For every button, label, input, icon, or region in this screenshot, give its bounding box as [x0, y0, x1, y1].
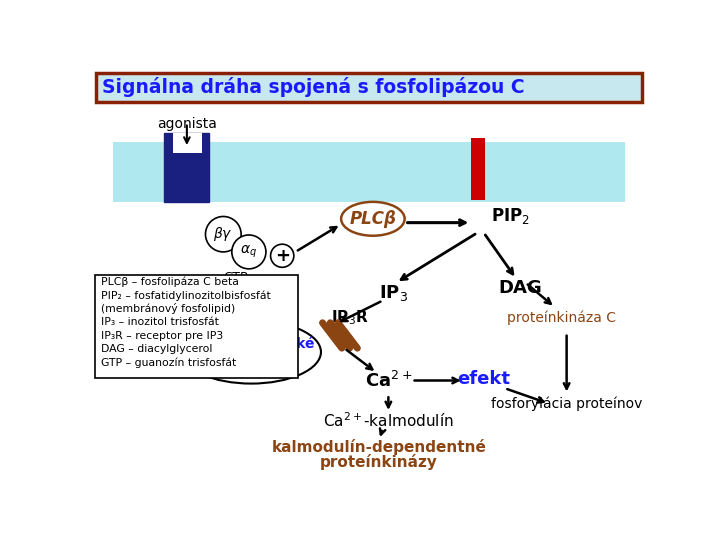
Text: kalmodulín-dependentné: kalmodulín-dependentné — [271, 440, 487, 456]
Text: proteínkináza C: proteínkináza C — [507, 310, 616, 325]
Text: fosforylácia proteínov: fosforylácia proteínov — [491, 396, 642, 411]
Text: DAG: DAG — [498, 279, 542, 297]
Text: GTP – guanozín trisfosfát: GTP – guanozín trisfosfát — [101, 357, 236, 368]
Text: efekt: efekt — [457, 370, 510, 388]
Text: agonista: agonista — [157, 117, 217, 131]
FancyBboxPatch shape — [94, 275, 297, 378]
Text: IP₃ – inozitol trisfosfát: IP₃ – inozitol trisfosfát — [101, 318, 219, 327]
Text: IP$_3$R: IP$_3$R — [330, 308, 369, 327]
Text: GTP: GTP — [223, 271, 248, 284]
Text: retikulum: retikulum — [211, 352, 287, 366]
Circle shape — [271, 244, 294, 267]
Text: $\beta\gamma$: $\beta\gamma$ — [213, 225, 233, 243]
FancyBboxPatch shape — [113, 142, 625, 202]
Text: PLCβ: PLCβ — [349, 210, 396, 228]
Text: DAG – diacylglycerol: DAG – diacylglycerol — [101, 345, 212, 354]
Text: Signálna dráha spojená s fosfolipázou C: Signálna dráha spojená s fosfolipázou C — [102, 77, 525, 97]
FancyBboxPatch shape — [164, 132, 210, 202]
Ellipse shape — [341, 202, 405, 236]
FancyBboxPatch shape — [173, 132, 202, 153]
Circle shape — [205, 217, 241, 252]
Text: $\alpha_q$: $\alpha_q$ — [240, 244, 257, 260]
Text: proteínkinázy: proteínkinázy — [320, 454, 438, 470]
Circle shape — [232, 235, 266, 269]
Text: (membránový fosfolipid): (membránový fosfolipid) — [101, 303, 235, 314]
Text: +: + — [275, 247, 289, 265]
Ellipse shape — [181, 320, 321, 383]
Text: IP₃R – receptor pre IP3: IP₃R – receptor pre IP3 — [101, 331, 223, 341]
Text: IP$_3$: IP$_3$ — [379, 283, 408, 303]
Text: Ca$^{2+}$: Ca$^{2+}$ — [365, 370, 412, 390]
Text: PIP$_2$: PIP$_2$ — [492, 206, 531, 226]
Text: endoplazmatické: endoplazmatické — [183, 336, 315, 351]
Text: PLCβ – fosfolipáza C beta: PLCβ – fosfolipáza C beta — [101, 276, 239, 287]
Text: PIP₂ – fosfatidylinozitolbisfosfát: PIP₂ – fosfatidylinozitolbisfosfát — [101, 290, 271, 301]
FancyBboxPatch shape — [96, 72, 642, 102]
FancyBboxPatch shape — [472, 138, 485, 200]
Text: Ca$^{2+}$-kalmodulín: Ca$^{2+}$-kalmodulín — [323, 411, 454, 430]
